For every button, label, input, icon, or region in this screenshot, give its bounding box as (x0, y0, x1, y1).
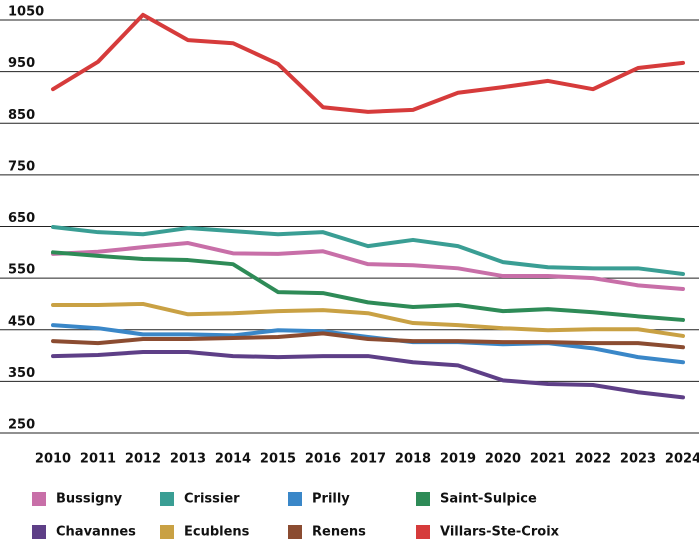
x-tick-label: 2020 (485, 452, 521, 467)
legend-swatch (288, 525, 302, 539)
series-line (51, 301, 685, 338)
legend-label: Saint-Sulpice (440, 492, 537, 507)
series-line (51, 250, 685, 322)
legend-swatch (288, 492, 302, 506)
y-tick-label: 1050 (8, 5, 44, 20)
legend-label: Villars-Ste-Croix (440, 525, 560, 540)
x-tick-label: 2023 (620, 452, 656, 467)
legend-swatch (416, 492, 430, 506)
x-tick-label: 2018 (395, 452, 431, 467)
legend-swatch (160, 525, 174, 539)
x-tick-label: 2014 (215, 452, 251, 467)
y-tick-label: 650 (8, 211, 35, 226)
x-tick-label: 2015 (260, 452, 296, 467)
legend-swatch (160, 492, 174, 506)
series-line (51, 323, 685, 365)
x-tick-label: 2013 (170, 452, 206, 467)
x-tick-label: 2019 (440, 452, 476, 467)
y-tick-label: 350 (8, 366, 35, 381)
x-tick-label: 2024 (665, 452, 699, 467)
legend-label: Chavannes (56, 525, 136, 540)
y-tick-label: 550 (8, 263, 35, 278)
y-tick-label: 450 (8, 314, 35, 329)
legend-label: Bussigny (56, 492, 123, 507)
legend-swatch (32, 525, 46, 539)
x-tick-label: 2021 (530, 452, 566, 467)
legend-label: Crissier (184, 492, 240, 507)
y-tick-label: 750 (8, 159, 35, 174)
legend-label: Ecublens (184, 525, 250, 540)
x-tick-label: 2012 (125, 452, 161, 467)
legend-label: Renens (312, 525, 366, 540)
series-line (51, 225, 685, 276)
x-tick-label: 2010 (35, 452, 71, 467)
y-tick-label: 850 (8, 108, 35, 123)
series-line (51, 241, 685, 291)
x-tick-label: 2017 (350, 452, 386, 467)
legend-swatch (416, 525, 430, 539)
series-line (51, 349, 685, 400)
x-tick-label: 2011 (80, 452, 116, 467)
series-line (51, 12, 685, 114)
legend-swatch (32, 492, 46, 506)
x-tick-label: 2022 (575, 452, 611, 467)
y-tick-label: 950 (8, 56, 35, 71)
x-tick-label: 2016 (305, 452, 341, 467)
legend-label: Prilly (312, 492, 350, 507)
series-line (51, 331, 685, 350)
y-tick-label: 250 (8, 418, 35, 433)
